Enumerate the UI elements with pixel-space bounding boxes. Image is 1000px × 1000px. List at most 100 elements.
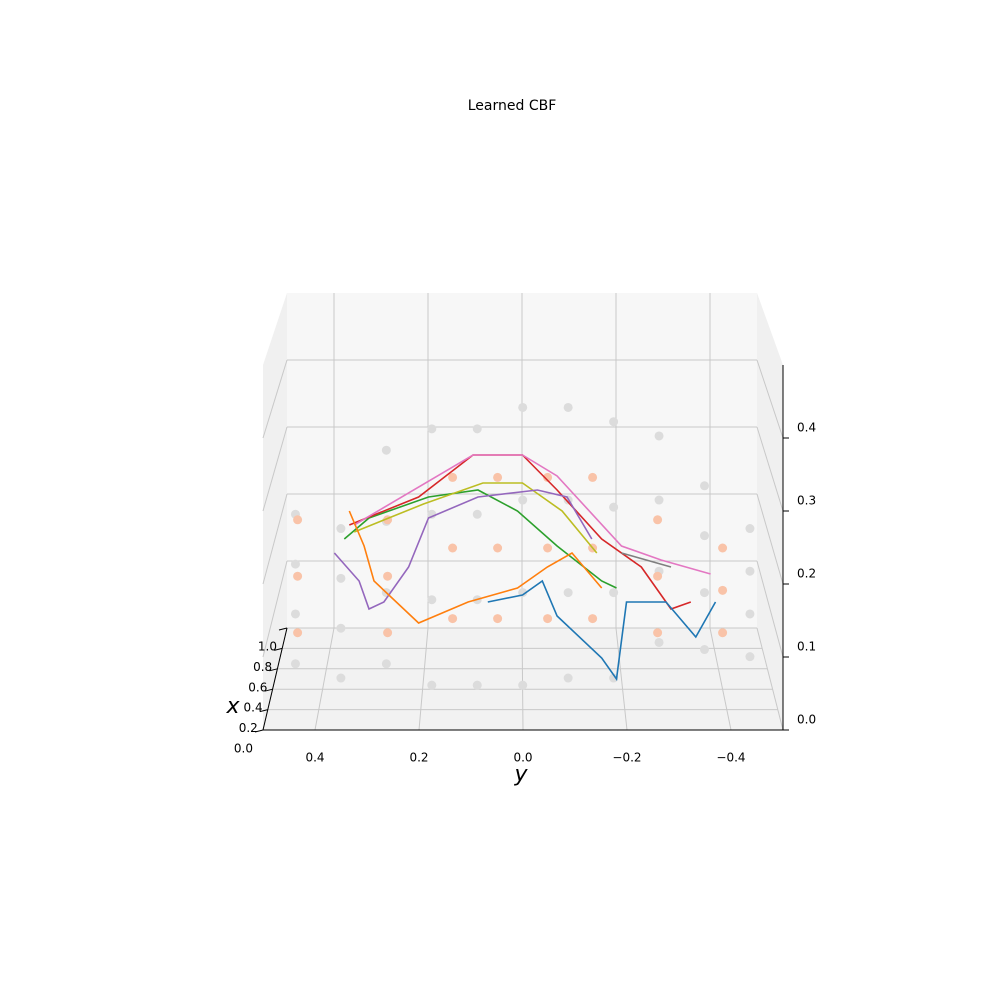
point (700, 588, 709, 598)
x-tick-label: 0.0 (234, 742, 253, 756)
y-tick-label: −0.4 (716, 751, 745, 765)
point (609, 673, 619, 683)
x-tick (269, 668, 278, 672)
point (653, 515, 663, 525)
point (448, 543, 458, 553)
point (336, 573, 346, 583)
point (448, 472, 458, 482)
x-tick-label: 1.0 (258, 640, 277, 654)
point (293, 571, 303, 581)
grid-line (756, 493, 784, 585)
point (472, 509, 482, 519)
point (336, 623, 346, 633)
point (609, 417, 619, 427)
point (493, 472, 503, 482)
point (563, 673, 573, 683)
point (588, 614, 598, 624)
left-pane (263, 293, 287, 730)
point (588, 472, 598, 482)
point (427, 424, 437, 434)
point (745, 609, 755, 619)
point (493, 543, 503, 553)
point (336, 524, 346, 534)
trajectory (349, 454, 692, 610)
trajectory (343, 489, 617, 589)
x-tick-label: 0.2 (239, 721, 258, 735)
x-tick-label: 0.4 (244, 701, 263, 715)
grid-line (756, 426, 784, 512)
grid-line (262, 359, 288, 439)
z-tick-label: 0.3 (797, 494, 816, 508)
z-tick-label: 0.4 (797, 421, 816, 435)
x-tick (274, 647, 283, 651)
x-tick (259, 709, 268, 713)
point (654, 431, 664, 441)
point (336, 673, 346, 683)
x-axis-label: x (225, 694, 240, 719)
trajectory (487, 579, 717, 682)
z-tick-label: 0.1 (797, 640, 816, 654)
point (518, 680, 528, 690)
point (609, 588, 619, 598)
z-tick-label: 0.2 (797, 567, 816, 581)
point (543, 614, 553, 624)
grid-line (756, 627, 784, 731)
point (383, 571, 393, 581)
point (518, 495, 528, 505)
grid-line (262, 426, 288, 512)
point (654, 637, 664, 647)
grid-line (615, 627, 628, 731)
trajectory (353, 454, 711, 575)
grid-line (262, 493, 288, 585)
x-tick (264, 688, 273, 692)
point (745, 566, 755, 576)
point (700, 645, 709, 655)
point (290, 559, 300, 569)
x-tick (254, 729, 264, 733)
point (383, 628, 393, 638)
point (700, 481, 709, 491)
point (293, 628, 303, 638)
point (472, 680, 482, 690)
x-tick-label: 0.6 (248, 680, 267, 694)
point (653, 571, 663, 581)
point (518, 402, 528, 412)
point (654, 495, 664, 505)
trajectory (621, 552, 672, 568)
point (448, 614, 458, 624)
point (427, 680, 437, 690)
point (427, 509, 437, 519)
point (609, 502, 619, 512)
point (700, 531, 709, 541)
point (718, 628, 728, 638)
point (718, 585, 728, 595)
point (293, 515, 303, 525)
y-tick-label: 0.2 (409, 751, 428, 765)
grid-line (756, 560, 784, 658)
chart-title: Learned CBF (468, 98, 557, 114)
point (381, 659, 391, 669)
point (427, 595, 437, 605)
x-axis-line (262, 627, 288, 731)
grid-line (709, 627, 732, 731)
trajectory (348, 510, 603, 624)
trajectory (353, 482, 598, 554)
point (472, 424, 482, 434)
point (745, 524, 755, 534)
point (493, 614, 503, 624)
grid-line (418, 627, 429, 731)
point (290, 609, 300, 619)
grid-line (262, 560, 288, 658)
point (563, 402, 573, 412)
grid-line (756, 359, 784, 439)
point (543, 543, 553, 553)
point (381, 445, 391, 455)
grid-line (314, 627, 335, 731)
y-tick-label: 0.4 (305, 751, 324, 765)
grid-line (521, 627, 524, 731)
right-pane (757, 293, 783, 730)
point (563, 588, 573, 598)
y-tick-label: −0.2 (612, 751, 641, 765)
trajectory (333, 489, 593, 611)
